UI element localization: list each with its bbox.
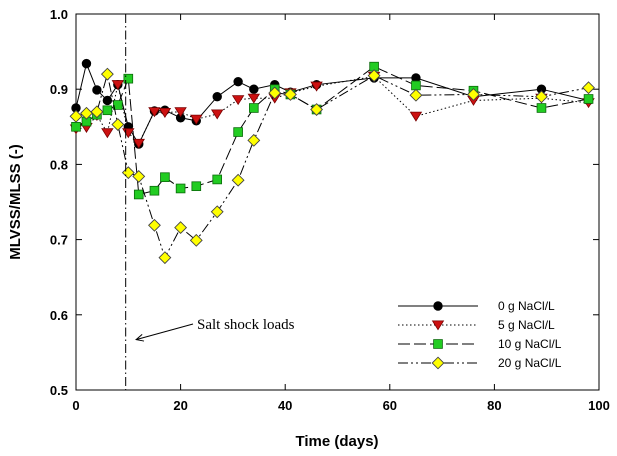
data-point [583,94,594,104]
data-point [409,111,423,122]
data-point [409,88,423,102]
data-point [189,233,203,247]
axis-ticks: 0 20 40 60 80 100 0.5 0.6 0.7 0.8 0.9 1.0 [50,7,610,413]
data-point [210,205,224,219]
y-tick-label: 0.9 [50,82,68,97]
series-line [75,61,589,146]
series-0 [71,58,594,149]
data-point [536,103,547,113]
data-point [210,109,224,120]
data-point [132,138,145,149]
y-axis-title: MLVSS/MLSS (-) [7,144,24,260]
data-point [283,88,297,101]
y-tick-label: 1.0 [50,7,68,22]
data-point [121,166,135,180]
legend-label: 0 g NaCl/L [498,299,555,313]
data-point [191,181,202,192]
x-tick-label: 0 [72,398,79,413]
data-point [249,84,259,94]
plot-area [75,13,600,391]
data-point [90,105,104,119]
data-point [158,251,172,265]
y-tick-label: 0.5 [50,383,68,398]
data-point [102,95,113,106]
legend-marker [431,356,445,370]
series-3 [69,67,595,265]
y-tick-label: 0.8 [50,157,68,172]
data-point [123,73,134,84]
data-point [81,58,92,69]
data-point [247,133,261,147]
data-point [158,107,172,118]
legend-marker [431,320,445,331]
series-line [75,75,589,145]
y-tick-label: 0.6 [50,308,68,323]
data-point [310,81,323,92]
data-point [249,103,259,113]
data-point [149,185,160,196]
data-point [101,128,114,139]
legend-entry: 0 g NaCl/L [398,299,555,313]
legend-marker [433,301,443,311]
data-point [92,85,102,95]
data-point [111,118,125,131]
data-point [268,86,282,100]
annotation-arrow-head [135,333,145,342]
annotation-arrow [136,323,194,341]
data-point [231,173,245,187]
data-point [582,81,595,95]
data-point [190,114,203,125]
data-point [148,218,161,232]
legend-label: 20 g NaCl/L [498,356,562,370]
data-point [411,80,421,91]
annotation-text: Salt shock loads [197,317,295,333]
data-point [174,107,187,118]
data-point [212,92,222,102]
data-point [233,127,243,137]
x-axis-title: Time (days) [295,433,378,450]
x-tick-label: 100 [588,398,610,413]
legend-label: 5 g NaCl/L [498,318,555,332]
x-tick-label: 40 [278,398,292,413]
data-point [113,100,123,110]
data-point [367,69,381,83]
x-tick-label: 80 [487,398,501,413]
series-line [75,74,589,259]
data-point [69,109,83,123]
data-point [132,169,146,183]
plot-frame [75,13,600,391]
data-point [71,122,81,132]
legend-entry: 5 g NaCl/L [398,318,555,332]
legend-entry: 10 g NaCl/L [398,337,562,351]
data-point [111,80,125,91]
legend-label: 10 g NaCl/L [498,337,562,351]
data-point [102,105,113,116]
annotation: Salt shock loads [135,317,295,342]
data-point [174,221,188,235]
data-point [535,90,548,104]
data-point [233,76,243,87]
data-point [160,172,170,182]
legend-entry: 20 g NaCl/L [398,356,562,370]
series-line [75,66,589,196]
data-point [231,95,245,106]
data-point [80,106,93,120]
data-point [100,67,114,81]
data-point [133,189,144,200]
series-1 [69,71,595,149]
data-point [467,88,480,101]
x-tick-label: 20 [173,398,187,413]
series-layer [69,58,595,265]
data-point [148,107,161,118]
data-point [212,174,223,185]
data-point [310,103,324,116]
x-tick-label: 60 [383,398,397,413]
data-point [175,183,186,194]
legend: 0 g NaCl/L 5 g NaCl/L 10 g NaCl/L 20 g NaCl… [398,299,562,370]
y-tick-label: 0.7 [50,233,68,248]
data-point [247,93,261,104]
legend-marker [433,339,443,349]
